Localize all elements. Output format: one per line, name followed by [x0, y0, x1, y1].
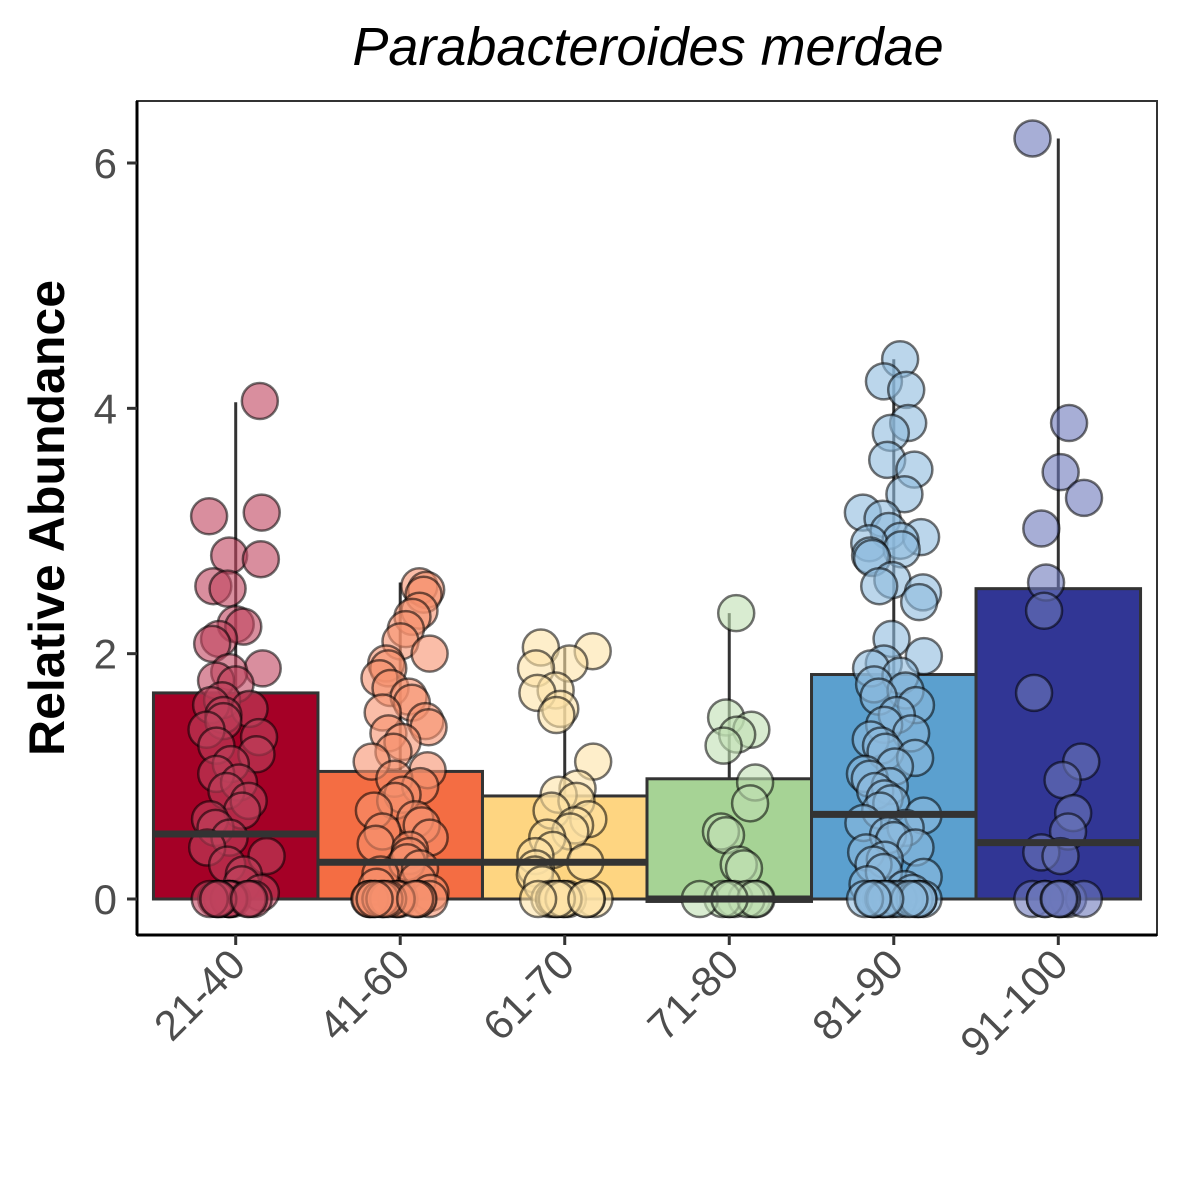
data-point — [1041, 452, 1080, 492]
plot-area — [151, 119, 1143, 919]
data-point — [229, 879, 269, 919]
data-point — [240, 381, 280, 421]
points-91-100 — [1013, 119, 1104, 919]
data-point — [1064, 478, 1104, 518]
data-point — [730, 784, 770, 823]
data-point — [1043, 760, 1082, 800]
data-point — [1024, 591, 1064, 630]
data-point — [886, 370, 926, 410]
data-point — [859, 566, 899, 606]
data-point — [395, 879, 435, 919]
data-point — [518, 879, 558, 919]
data-point — [1049, 403, 1089, 443]
data-point — [567, 879, 606, 919]
y-tick-label: 6 — [94, 140, 117, 187]
data-point — [704, 726, 743, 765]
y-axis-label: Relative Abundance — [19, 280, 75, 756]
data-point — [853, 879, 892, 919]
y-tick-label: 4 — [94, 385, 117, 432]
data-point — [355, 879, 394, 919]
data-point — [208, 569, 247, 608]
data-point — [410, 634, 449, 673]
chart-title: Parabacteroides merdae — [352, 17, 943, 77]
data-point — [189, 497, 229, 536]
y-tick-label: 0 — [94, 876, 117, 923]
data-point — [1040, 879, 1079, 919]
data-point — [1013, 119, 1052, 158]
data-point — [899, 582, 939, 622]
data-point — [1014, 673, 1054, 713]
points-81-90 — [843, 340, 944, 919]
data-point — [885, 474, 924, 514]
data-point — [1022, 509, 1061, 548]
data-point — [537, 695, 576, 735]
points-21-40 — [187, 381, 286, 919]
y-tick-label: 2 — [94, 631, 117, 678]
y-axis-ticks: 0 2 4 6 — [94, 140, 137, 923]
points-41-60 — [350, 566, 450, 919]
data-point — [716, 593, 756, 633]
points-61-70 — [515, 628, 614, 919]
data-point — [1041, 836, 1080, 876]
data-point — [242, 493, 281, 532]
data-point — [241, 539, 281, 579]
